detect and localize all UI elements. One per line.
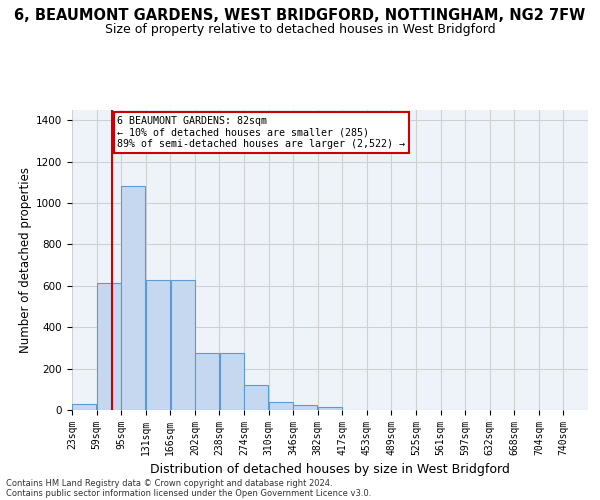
Bar xyxy=(73,404,96,410)
Y-axis label: Number of detached properties: Number of detached properties xyxy=(19,167,32,353)
Bar xyxy=(146,280,170,410)
Text: Contains public sector information licensed under the Open Government Licence v3: Contains public sector information licen… xyxy=(6,488,371,498)
Text: 6 BEAUMONT GARDENS: 82sqm
← 10% of detached houses are smaller (285)
89% of semi: 6 BEAUMONT GARDENS: 82sqm ← 10% of detac… xyxy=(118,116,406,149)
Bar xyxy=(121,186,145,410)
Text: Contains HM Land Registry data © Crown copyright and database right 2024.: Contains HM Land Registry data © Crown c… xyxy=(6,478,332,488)
Bar xyxy=(220,353,244,410)
Bar xyxy=(318,407,342,410)
Text: 6, BEAUMONT GARDENS, WEST BRIDGFORD, NOTTINGHAM, NG2 7FW: 6, BEAUMONT GARDENS, WEST BRIDGFORD, NOT… xyxy=(14,8,586,22)
Bar xyxy=(244,385,268,410)
X-axis label: Distribution of detached houses by size in West Bridgford: Distribution of detached houses by size … xyxy=(150,464,510,476)
Text: Size of property relative to detached houses in West Bridgford: Size of property relative to detached ho… xyxy=(104,22,496,36)
Bar xyxy=(97,283,121,410)
Bar xyxy=(293,405,317,410)
Bar xyxy=(269,402,293,410)
Bar xyxy=(170,280,194,410)
Bar xyxy=(195,353,219,410)
